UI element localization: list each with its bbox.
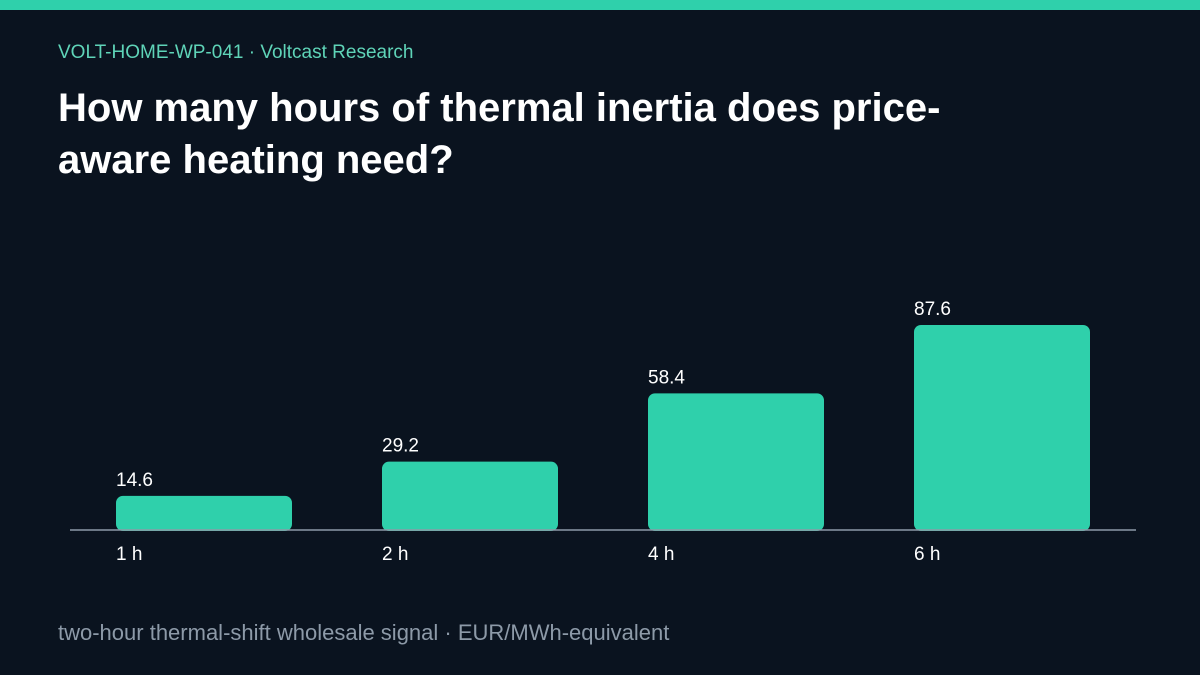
bar-4h xyxy=(648,393,824,531)
x-tick-label: 2 h xyxy=(382,544,408,565)
x-tick-label: 1 h xyxy=(116,544,142,565)
data-label: 58.4 xyxy=(648,367,685,388)
x-tick-label: 6 h xyxy=(914,544,940,565)
data-label: 87.6 xyxy=(914,299,951,320)
accent-top-bar xyxy=(0,0,1200,10)
bar-6h xyxy=(914,325,1090,531)
chart-title: How many hours of thermal inertia does p… xyxy=(58,86,941,182)
report-kicker: VOLT-HOME-WP-041 · Voltcast Research xyxy=(58,42,414,63)
chart-footnote: two-hour thermal-shift wholesale signal … xyxy=(58,620,670,645)
bar-2h xyxy=(382,461,558,531)
bar-1h xyxy=(116,495,292,531)
data-label: 14.6 xyxy=(116,470,153,491)
data-label: 29.2 xyxy=(382,436,419,457)
x-tick-label: 4 h xyxy=(648,544,674,565)
